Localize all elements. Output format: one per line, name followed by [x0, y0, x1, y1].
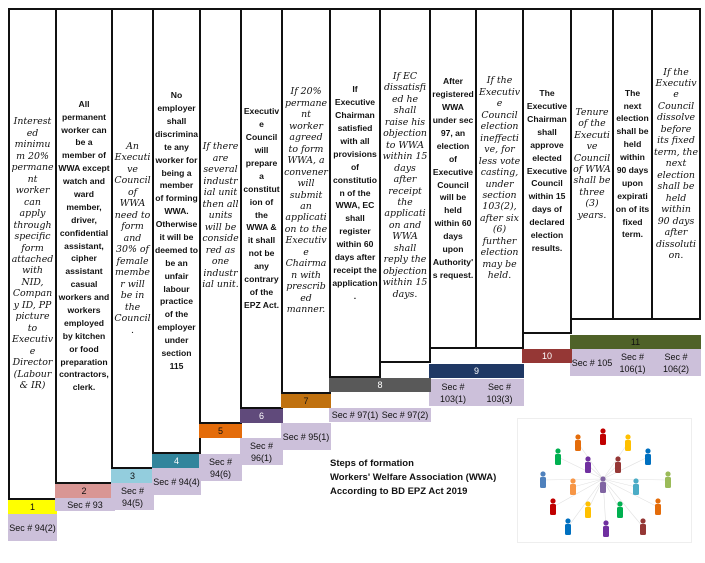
step-5-column: If there are several industrial unit the…: [199, 8, 242, 424]
step-text: If 20% permanent worker agreed to form W…: [284, 86, 328, 316]
person-icon: [617, 501, 623, 518]
section-reference: Sec # 96(1): [240, 438, 283, 465]
section-reference: Sec # 103(1): [429, 379, 477, 406]
step-number-bar: 10: [522, 349, 572, 363]
people-network-image: [517, 418, 692, 543]
step-text: If the Executive Council election ineffe…: [478, 75, 521, 282]
step-10-column: After registered WWA under sec 97, an el…: [429, 8, 477, 349]
person-icon: [540, 471, 546, 488]
step-14-column: The next election shall be held within 9…: [612, 8, 653, 320]
step-4-column: No employer shall discriminate any worke…: [152, 8, 201, 454]
step-text: Tenure of the Executive Council of WWA s…: [573, 106, 611, 221]
section-reference: Sec # 93: [55, 498, 115, 511]
step-13-column: Tenure of the Executive Council of WWA s…: [570, 8, 614, 320]
section-reference: Sec # 97(2): [379, 408, 431, 422]
person-icon: [633, 478, 639, 495]
person-icon: [575, 434, 581, 451]
step-text: Executive Council will prepare a constit…: [243, 106, 282, 310]
section-reference: Sec # 95(1): [281, 423, 331, 450]
section-reference: Sec # 94(2): [8, 514, 57, 541]
person-icon: [645, 448, 651, 465]
step-11-column: If the Executive Council election ineffe…: [475, 8, 524, 349]
section-reference: Sec # 94(5): [111, 483, 154, 510]
person-icon: [640, 518, 646, 535]
step-9-column: If EC dissatisfied he shall raise his ob…: [379, 8, 431, 363]
step-2-column: All permanent worker can be a member of …: [55, 8, 113, 484]
person-icon: [615, 456, 621, 473]
step-number-bar: 3: [111, 469, 154, 483]
title-line-1: Steps of formation: [330, 458, 414, 469]
step-6-column: Executive Council will prepare a constit…: [240, 8, 283, 409]
step-7-column: If 20% permanent worker agreed to form W…: [281, 8, 331, 394]
title-line-3: According to BD EPZ Act 2019: [330, 486, 468, 497]
person-icon: [585, 456, 591, 473]
step-text: No employer shall discriminate any worke…: [155, 90, 198, 371]
step-text: An Executive Council of WWA need to form…: [114, 141, 151, 336]
step-number-bar: 9: [429, 364, 524, 378]
section-reference: Sec # 103(3): [475, 379, 524, 406]
section-reference: Sec # 97(1): [329, 408, 381, 422]
step-1-column: Interested minimum 20% permanent worker …: [8, 8, 57, 500]
person-icon: [600, 476, 606, 493]
person-icon: [550, 498, 556, 515]
section-reference: Sec # 94(4): [152, 468, 201, 495]
step-number-bar: 7: [281, 394, 331, 408]
step-text: If Executive Chairman satisfied with all…: [332, 84, 380, 301]
step-text: The next election shall be held within 9…: [615, 87, 650, 240]
step-15-column: If the Executive Council dissolve before…: [651, 8, 701, 320]
step-number-bar: 5: [199, 424, 242, 438]
person-icon: [600, 428, 606, 445]
step-text: The Executive Chairman shall approve ele…: [526, 88, 570, 253]
person-icon: [603, 520, 609, 537]
title-line-2: Workers' Welfare Association (WWA): [330, 472, 497, 483]
person-icon: [565, 518, 571, 535]
step-number-bar: 2: [55, 484, 113, 498]
diagram-title: Steps of formation Workers' Welfare Asso…: [330, 457, 496, 499]
person-icon: [655, 498, 661, 515]
step-number-bar: 6: [240, 409, 283, 423]
section-reference: Sec # 94(6): [199, 454, 242, 481]
step-text: If the Executive Council dissolve before…: [654, 66, 701, 262]
step-text: After registered WWA under sec 97, an el…: [432, 76, 474, 280]
step-text: All permanent worker can be a member of …: [58, 98, 110, 393]
section-reference: Sec # 106(1): [612, 349, 653, 376]
step-text: Interested minimum 20% permanent worker …: [11, 116, 54, 392]
person-icon: [665, 471, 671, 488]
step-number-bar: 4: [152, 454, 201, 468]
person-icon: [585, 501, 591, 518]
step-3-column: An Executive Council of WWA need to form…: [111, 8, 154, 469]
step-number-bar: 11: [570, 335, 701, 349]
section-reference: Sec # 105: [570, 349, 614, 376]
step-number-bar: 1: [8, 500, 57, 514]
person-icon: [555, 448, 561, 465]
person-icon: [570, 478, 576, 495]
person-icon: [625, 434, 631, 451]
step-number-bar: 8: [329, 378, 431, 392]
step-text: If there are several industrial unit the…: [202, 141, 239, 291]
step-12-column: The Executive Chairman shall approve ele…: [522, 8, 572, 334]
step-text: If EC dissatisfied he shall raise his ob…: [382, 70, 428, 300]
section-reference: Sec # 106(2): [651, 349, 701, 376]
step-8-column: If Executive Chairman satisfied with all…: [329, 8, 381, 378]
